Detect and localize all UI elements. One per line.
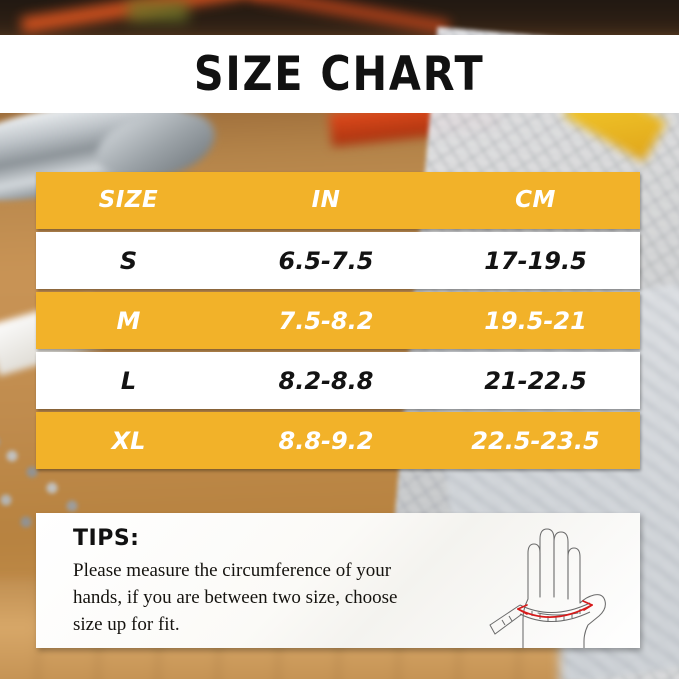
cell-cm: 21-22.5 — [484, 366, 587, 395]
tips-text-block: TIPS: Please measure the circumference o… — [36, 513, 482, 639]
cell-size: S — [119, 246, 138, 275]
table-row: L 8.2-8.8 21-22.5 — [36, 352, 640, 409]
tips-line-1: Please measure the circumference of your — [73, 560, 392, 582]
cell-in: 6.5-7.5 — [278, 246, 374, 275]
tips-line-2: hands, if you are between two size, choo… — [73, 587, 398, 609]
table-row: M 7.5-8.2 19.5-21 — [36, 292, 640, 349]
column-header-cm: CM — [515, 187, 556, 213]
tips-panel: TIPS: Please measure the circumference o… — [36, 513, 640, 648]
cell-cm: 22.5-23.5 — [471, 426, 600, 455]
tips-title: TIPS: — [73, 526, 140, 551]
cell-size: L — [120, 366, 137, 395]
cell-in: 8.2-8.8 — [278, 366, 374, 395]
page-title: SIZE CHART — [194, 46, 485, 102]
column-header-in: IN — [311, 187, 341, 213]
cell-in: 8.8-9.2 — [278, 426, 374, 455]
hand-measure-icon — [489, 528, 606, 648]
table-row: S 6.5-7.5 17-19.5 — [36, 232, 640, 289]
cell-cm: 19.5-21 — [484, 306, 587, 335]
table-header-row: SIZE IN CM — [36, 172, 640, 229]
title-banner: SIZE CHART — [0, 35, 679, 113]
column-header-size: SIZE — [98, 187, 159, 213]
hand-measure-illustration — [482, 513, 632, 648]
cell-cm: 17-19.5 — [484, 246, 587, 275]
tips-body: Please measure the circumference of your… — [73, 558, 482, 639]
cell-in: 7.5-8.2 — [278, 306, 374, 335]
table-row: XL 8.8-9.2 22.5-23.5 — [36, 412, 640, 469]
size-table: SIZE IN CM S 6.5-7.5 17-19.5 M 7.5-8.2 1… — [36, 172, 640, 469]
cell-size: M — [116, 306, 141, 335]
tips-line-3: size up for fit. — [73, 614, 180, 636]
background-green-blur — [128, 0, 188, 22]
cell-size: XL — [111, 426, 146, 455]
